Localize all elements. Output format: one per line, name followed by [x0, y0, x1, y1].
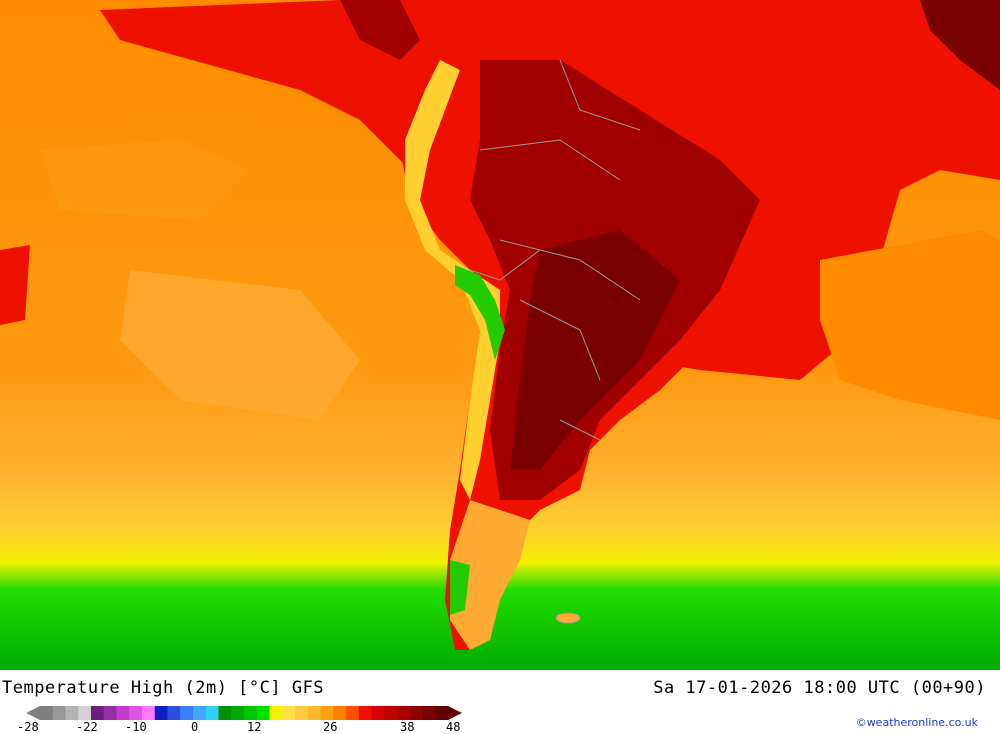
legend-swatch [409, 706, 423, 720]
legend-tick: 38 [400, 720, 415, 734]
legend-swatch [435, 706, 449, 720]
legend-swatch [167, 706, 181, 720]
south-atlantic-warm [820, 230, 1000, 420]
legend-swatch [116, 706, 130, 720]
legend-swatch [142, 706, 156, 720]
legend-swatch [218, 706, 232, 720]
pacific-warm-patch [0, 245, 30, 325]
legend-swatch [205, 706, 219, 720]
legend-swatch [65, 706, 79, 720]
legend-swatch [103, 706, 117, 720]
country-borders [469, 59, 641, 441]
legend-arrow-high [448, 706, 462, 720]
legend-swatch [397, 706, 411, 720]
legend-swatch [154, 706, 168, 720]
falkland-islands [555, 612, 581, 624]
legend-swatch [78, 706, 92, 720]
central-america [340, 0, 420, 60]
legend-swatch [52, 706, 66, 720]
legend-swatch [371, 706, 385, 720]
legend-swatch [422, 706, 436, 720]
legend-swatch [91, 706, 105, 720]
legend-tick: -22 [76, 720, 98, 734]
map-title: Temperature High (2m) [°C] GFS [2, 678, 325, 698]
legend-tick: 48 [446, 720, 461, 734]
legend-swatch [307, 706, 321, 720]
legend-swatch [193, 706, 207, 720]
legend-swatch [295, 706, 309, 720]
legend-tick: 26 [323, 720, 338, 734]
valid-time: Sa 17-01-2026 18:00 UTC (00+90) [653, 678, 986, 698]
legend-tick: -10 [125, 720, 147, 734]
andes-cool-spots [455, 265, 505, 360]
legend-swatch [320, 706, 334, 720]
legend-swatch [256, 706, 270, 720]
legend-swatch [333, 706, 347, 720]
legend-tick: -28 [17, 720, 39, 734]
legend-swatch [384, 706, 398, 720]
pacific-mid-patch [40, 140, 250, 220]
pacific-cool-patch [120, 270, 360, 420]
legend-swatch [269, 706, 283, 720]
legend-swatch [282, 706, 296, 720]
africa-corner [920, 0, 1000, 90]
legend-ticks: -28 -22 -10 0 12 26 38 48 [0, 720, 480, 734]
footer-bar [0, 670, 1000, 733]
legend-tick: 0 [191, 720, 199, 734]
legend-swatch [40, 706, 54, 720]
patagonia [450, 500, 530, 650]
legend-arrow-low [26, 706, 40, 720]
legend-tick: 12 [247, 720, 262, 734]
legend-swatch [180, 706, 194, 720]
andes-ridge [405, 60, 500, 500]
patagonia-green [450, 560, 470, 615]
credit-link[interactable]: ©weatheronline.co.uk [855, 716, 978, 729]
legend-swatch [244, 706, 258, 720]
temperature-map [0, 0, 1000, 670]
legend-swatch [231, 706, 245, 720]
legend-swatch [358, 706, 372, 720]
legend-swatch [346, 706, 360, 720]
color-legend [26, 706, 462, 720]
chaco-hot-core [510, 230, 680, 470]
legend-swatch [129, 706, 143, 720]
